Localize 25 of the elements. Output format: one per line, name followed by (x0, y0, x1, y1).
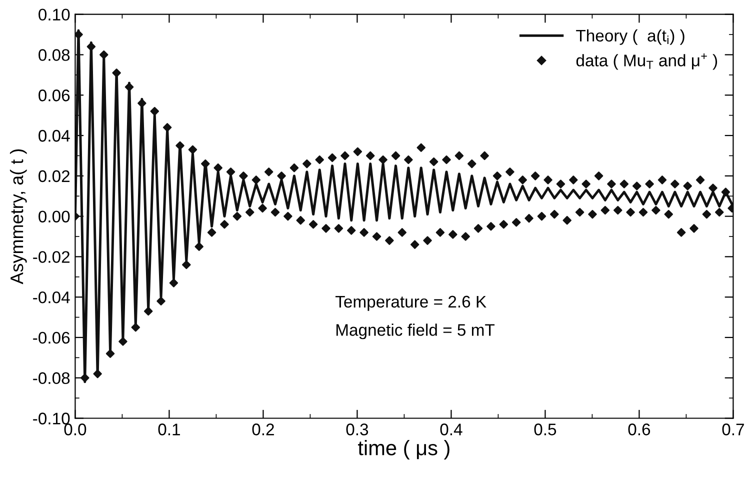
y-tick-label: -0.02 (33, 251, 70, 263)
x-tick-label: 0.3 (346, 424, 368, 436)
y-axis-title: Asymmetry, a( t ) (10, 149, 27, 284)
y-tick-label: -0.04 (33, 291, 70, 304)
x-axis-title: time ( μs ) (358, 440, 450, 460)
legend-label: Theory ( a(t$_{i}$) ) (576, 29, 684, 45)
y-tick-label: 0.04 (38, 130, 70, 142)
y-tick-label: 0.02 (38, 170, 70, 182)
x-tick-label: 0.1 (158, 424, 180, 436)
annotation: Magnetic field = 5 mT (336, 324, 495, 340)
x-tick-label: 0.6 (628, 424, 650, 436)
y-tick-label: 0.06 (38, 90, 70, 102)
x-tick-label: 0.7 (722, 424, 744, 436)
y-tick-label: -0.08 (33, 372, 70, 384)
y-tick-label: 0.10 (38, 8, 70, 21)
legend-label: data ( Mu$_{T}$ and μ$^{+}$ ) (576, 53, 718, 70)
y-tick-label: 0.08 (38, 49, 70, 61)
annotation: Temperature = 2.6 K (335, 296, 486, 311)
x-tick-label: 0.5 (534, 424, 556, 436)
y-tick-label: -0.10 (33, 412, 70, 424)
x-tick-label: 0.4 (440, 424, 462, 436)
y-tick-label: 0.00 (38, 210, 70, 222)
x-tick-label: 0.2 (252, 424, 274, 436)
y-tick-label: -0.06 (33, 332, 70, 344)
x-tick-label: 0.0 (64, 424, 86, 436)
